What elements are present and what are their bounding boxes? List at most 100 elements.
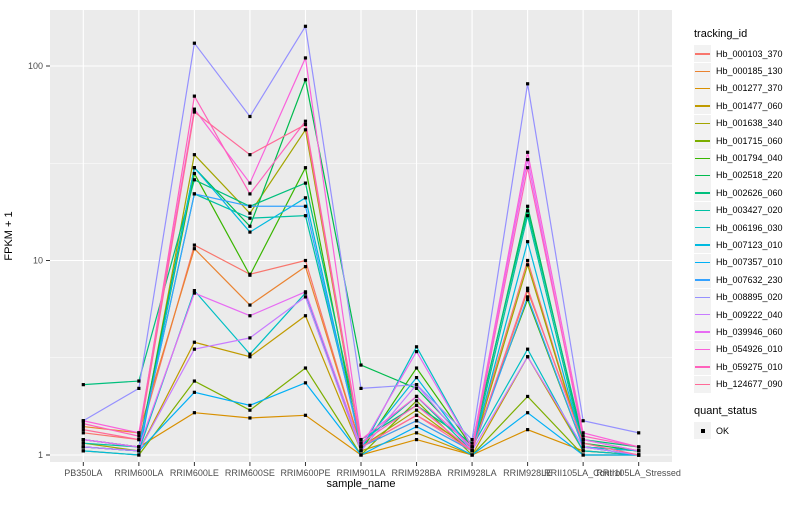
data-point xyxy=(303,204,308,208)
data-point xyxy=(248,224,252,228)
data-point xyxy=(526,411,530,415)
data-point xyxy=(637,431,641,435)
legend-key-swatch xyxy=(694,201,711,219)
data-point xyxy=(303,56,308,60)
legend-item-label: Hb_001715_060 xyxy=(716,135,783,146)
legend-item: Hb_001277_370 xyxy=(694,79,800,97)
data-point xyxy=(192,347,196,351)
legend: tracking_id Hb_000103_370 Hb_000185_130 Hb… xyxy=(694,28,800,439)
data-point xyxy=(359,441,363,445)
x-axis-title: sample_name xyxy=(326,478,396,490)
legend-item: Hb_003427_020 xyxy=(694,201,800,219)
data-point xyxy=(414,413,419,417)
legend-item-label: Hb_001277_370 xyxy=(716,83,783,94)
legend-item-label: Hb_001477_060 xyxy=(716,100,783,111)
data-point xyxy=(248,416,252,420)
x-tick-label: RRIM600SE xyxy=(225,468,275,478)
data-point xyxy=(192,153,196,157)
data-point xyxy=(526,355,530,359)
y-tick-label: 10 xyxy=(33,256,43,266)
legend-item: Hb_039946_060 xyxy=(694,323,800,341)
data-point xyxy=(137,437,141,442)
series-color-line-icon xyxy=(695,331,710,333)
legend-item-label: Hb_059275_010 xyxy=(716,361,783,372)
legend-item-label: Hb_124677_090 xyxy=(716,379,783,390)
data-point xyxy=(526,82,530,86)
quant-status-legend: quant_status OK xyxy=(694,405,800,439)
legend-title-tracking-id: tracking_id xyxy=(694,28,748,40)
legend-items: Hb_000103_370 Hb_000185_130 Hb_001277_370 H… xyxy=(694,45,800,393)
data-point xyxy=(137,379,141,383)
data-point xyxy=(192,390,196,394)
series-color-line-icon xyxy=(695,174,710,177)
data-point xyxy=(414,403,419,407)
legend-item: Hb_006196_030 xyxy=(694,219,800,237)
data-point xyxy=(470,453,474,457)
legend-key-swatch xyxy=(694,79,711,97)
series-color-line-icon xyxy=(695,140,710,142)
legend-key-swatch xyxy=(694,288,711,306)
data-point xyxy=(359,445,363,449)
data-point xyxy=(192,171,196,176)
data-point xyxy=(581,441,585,445)
data-point xyxy=(414,345,419,349)
data-point xyxy=(414,431,419,435)
data-point xyxy=(303,196,308,200)
legend-item-label: Hb_039946_060 xyxy=(716,326,783,337)
legend-item: Hb_002626_060 xyxy=(694,184,800,202)
data-point xyxy=(248,355,252,359)
data-point xyxy=(81,383,85,387)
data-point xyxy=(470,449,474,453)
series-color-line-icon xyxy=(695,157,710,159)
series-color-line-icon xyxy=(695,209,710,212)
x-tick-label: RRII105LA_Stressed xyxy=(596,468,681,478)
legend-key-swatch xyxy=(694,253,711,271)
data-point xyxy=(303,166,308,170)
data-point xyxy=(303,258,308,263)
data-point xyxy=(526,289,530,293)
legend-item: Hb_007357_010 xyxy=(694,253,800,271)
legend-key-swatch xyxy=(694,114,711,132)
legend-item: Hb_001715_060 xyxy=(694,132,800,150)
legend-item-label: Hb_006196_030 xyxy=(716,222,783,233)
data-point xyxy=(192,243,196,247)
data-point xyxy=(526,295,530,299)
data-point xyxy=(137,445,141,449)
data-point xyxy=(192,178,196,182)
legend-item: Hb_001477_060 xyxy=(694,97,800,115)
series-color-line-icon xyxy=(695,105,710,107)
x-tick-label: RRIM928BA xyxy=(392,468,442,478)
x-tick-label: RRIM600PE xyxy=(280,468,330,478)
y-tick-label: 1 xyxy=(38,450,43,460)
data-point xyxy=(81,431,85,435)
x-tick-label: RRIM600LE xyxy=(170,468,219,478)
series-color-line-icon xyxy=(695,348,710,351)
data-point xyxy=(303,122,308,127)
legend-item-label: Hb_008895_020 xyxy=(716,292,783,303)
data-point xyxy=(81,422,85,426)
legend-item-label: Hb_000185_130 xyxy=(716,66,783,77)
series-color-line-icon xyxy=(695,261,710,264)
data-point xyxy=(248,181,252,185)
data-point xyxy=(470,437,474,442)
x-tick-label: PB350LA xyxy=(64,468,102,478)
data-point xyxy=(414,408,419,412)
data-point xyxy=(248,303,252,307)
y-axis-title: FPKM + 1 xyxy=(3,211,15,261)
data-point xyxy=(359,437,363,442)
data-point xyxy=(414,366,419,370)
data-point xyxy=(192,411,196,415)
data-point xyxy=(526,209,530,213)
data-point xyxy=(581,445,585,449)
data-point xyxy=(137,453,141,457)
legend-key-swatch xyxy=(694,149,711,167)
data-point xyxy=(414,437,419,442)
legend-item-ok: OK xyxy=(694,422,800,439)
data-point xyxy=(192,291,196,295)
data-point xyxy=(526,204,530,208)
data-point xyxy=(248,192,252,196)
series-color-line-icon xyxy=(695,227,710,229)
legend-item: Hb_000185_130 xyxy=(694,62,800,80)
